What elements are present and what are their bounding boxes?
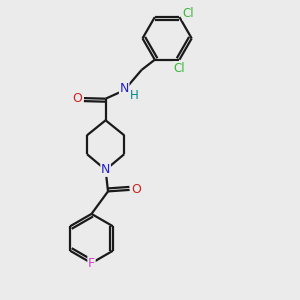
Text: O: O (131, 183, 141, 196)
Text: N: N (119, 82, 129, 95)
Text: N: N (101, 163, 110, 176)
Text: H: H (130, 89, 139, 102)
Text: O: O (73, 92, 82, 105)
Text: Cl: Cl (174, 61, 185, 75)
Text: F: F (88, 256, 95, 270)
Text: Cl: Cl (183, 7, 194, 20)
